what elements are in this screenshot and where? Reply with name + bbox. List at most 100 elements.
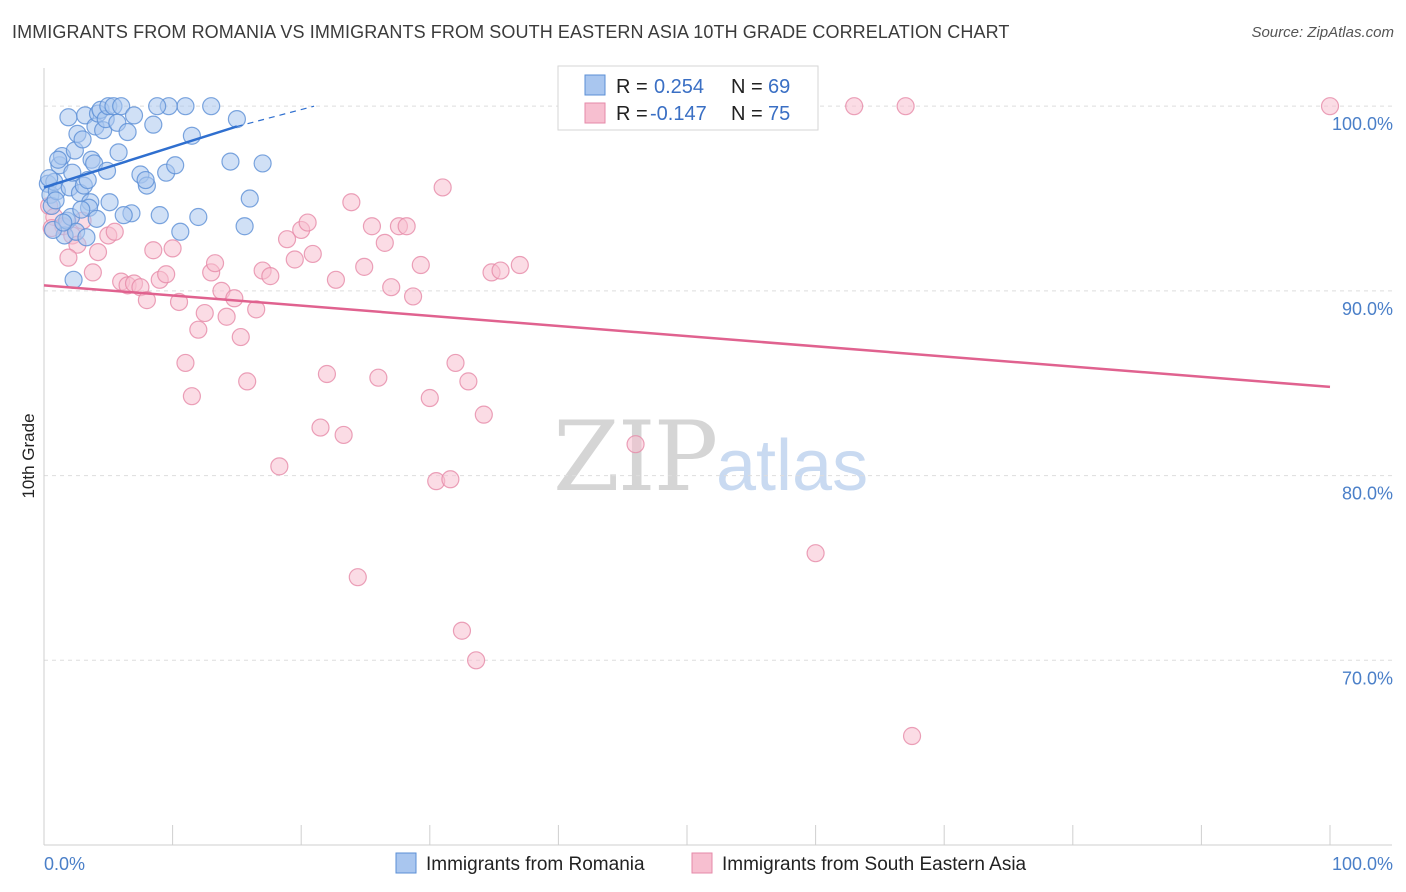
y-tick-label: 70.0% <box>1342 668 1393 688</box>
x-tick-label-max: 100.0% <box>1332 854 1393 874</box>
legend-box: R = 0.254 N = 69 R = -0.147 N = 75 <box>557 65 819 131</box>
romania-point <box>59 108 78 127</box>
sea-point <box>303 244 322 264</box>
sea-point <box>369 368 388 387</box>
sea-point <box>441 470 460 489</box>
watermark-zip: ZIP <box>553 401 716 513</box>
legend-r-value-2: -0.147 <box>650 103 707 125</box>
sea-point <box>459 372 478 391</box>
sea-point <box>334 425 353 445</box>
sea-point <box>195 303 214 323</box>
sea-point <box>189 320 208 339</box>
sea-point <box>298 213 317 232</box>
romania-point <box>144 115 163 134</box>
y-tick-label: 80.0% <box>1342 484 1393 504</box>
sea-point <box>510 255 529 275</box>
sea-point <box>411 255 430 275</box>
sea-point <box>231 327 250 347</box>
sea-point <box>169 292 189 312</box>
watermark-atlas: atlas <box>716 426 868 506</box>
romania-point <box>64 270 83 289</box>
sea-point <box>342 193 361 212</box>
sea-point <box>326 270 346 289</box>
romania-point <box>72 200 91 219</box>
gridlines <box>44 105 1392 661</box>
romania-point <box>235 217 254 236</box>
sea-point <box>626 435 645 454</box>
sea-point <box>238 372 257 391</box>
sea-point <box>382 278 401 297</box>
trend-line-romania-extension <box>236 105 315 128</box>
romania-point <box>109 143 128 162</box>
sea-point <box>270 457 289 476</box>
sea-point <box>311 418 330 437</box>
sea-point <box>362 217 382 236</box>
watermark: ZIP atlas <box>553 401 868 513</box>
legend-swatch-romania <box>584 74 606 96</box>
romania-point <box>73 130 92 149</box>
sea-point <box>157 265 176 284</box>
sea-point <box>902 726 922 746</box>
bottom-legend-swatch-sea <box>691 852 713 874</box>
y-tick-label: 100.0% <box>1332 114 1393 134</box>
trend-line-romania <box>43 125 238 189</box>
sea-point <box>261 267 280 286</box>
romania-point <box>54 213 73 232</box>
sea-point <box>163 239 182 258</box>
sea-point <box>896 97 915 116</box>
sea-point <box>88 242 108 262</box>
legend-n-value-2: 75 <box>768 103 790 125</box>
romania-point <box>148 97 167 116</box>
romania-point <box>227 110 246 129</box>
romania-point <box>118 122 137 142</box>
trend-lines <box>43 105 1331 389</box>
sea-point <box>205 254 225 273</box>
y-axis-label: 10th Grade <box>19 413 38 498</box>
romania-point <box>49 150 68 169</box>
sea-point <box>403 287 423 306</box>
romania-point <box>150 206 169 225</box>
legend-swatch-sea <box>584 102 606 124</box>
sea-point <box>1320 97 1340 116</box>
sea-point <box>806 544 825 563</box>
sea-point <box>491 261 510 280</box>
sea-point <box>375 233 394 252</box>
legend-r-label-1: R = <box>616 76 648 98</box>
bottom-legend-label-sea: Immigrants from South Eastern Asia <box>722 854 1027 875</box>
romania-point <box>176 97 195 116</box>
romania-point <box>202 97 221 116</box>
legend-r-label-2: R = <box>616 103 648 125</box>
sea-point <box>317 364 337 384</box>
romania-point <box>124 106 144 125</box>
axes <box>43 68 1392 846</box>
sea-point <box>446 353 465 373</box>
y-tick-label: 90.0% <box>1342 299 1393 319</box>
sea-point <box>182 387 201 406</box>
sea-point <box>59 248 78 267</box>
sea-point <box>83 263 102 282</box>
sea-point <box>433 178 452 197</box>
romania-point <box>253 154 272 173</box>
romania-point <box>166 156 185 175</box>
sea-point <box>466 651 486 670</box>
legend-n-label-2: N = <box>731 103 763 125</box>
sea-point <box>105 222 124 241</box>
romania-point <box>100 193 119 212</box>
legend-n-value-1: 69 <box>768 76 790 98</box>
sea-point <box>285 250 304 269</box>
sea-point <box>397 217 416 236</box>
romania-point <box>87 209 106 228</box>
sea-point <box>144 241 163 260</box>
source-label: Source: ZipAtlas.com <box>1251 24 1394 41</box>
legend-r-value-1: 0.254 <box>654 76 704 98</box>
romania-point <box>77 228 96 247</box>
bottom-legend-swatch-romania <box>395 852 417 874</box>
legend-n-label-1: N = <box>731 76 763 98</box>
sea-point <box>420 388 439 408</box>
sea-point <box>137 291 156 310</box>
romania-point <box>221 152 240 171</box>
romania-point <box>46 191 65 210</box>
sea-point <box>355 257 374 276</box>
sea-point <box>225 289 244 308</box>
